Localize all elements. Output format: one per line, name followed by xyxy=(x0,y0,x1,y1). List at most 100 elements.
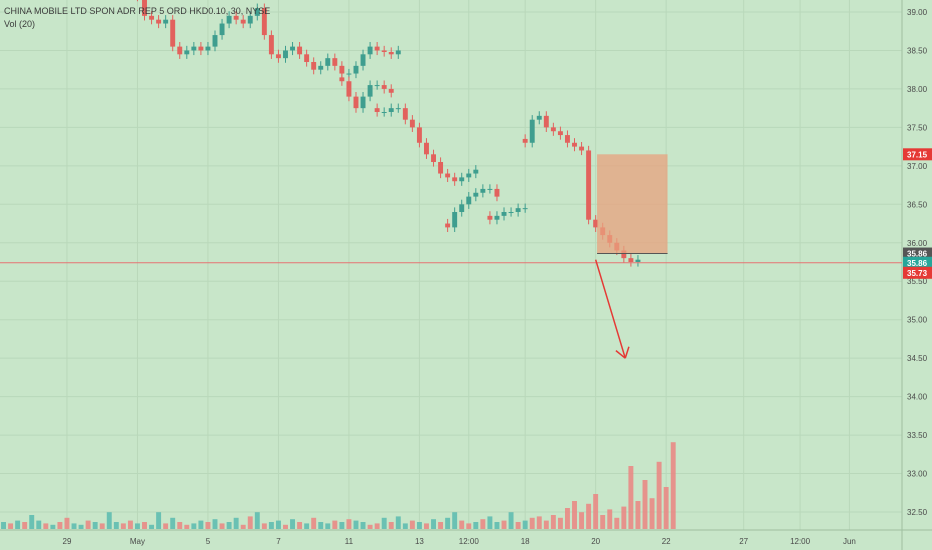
arrow-head xyxy=(615,350,626,359)
candle-body xyxy=(416,127,422,143)
volume-bar xyxy=(163,523,169,529)
x-tick-label: Jun xyxy=(843,537,856,546)
volume-bar xyxy=(36,520,42,529)
volume-bar xyxy=(99,523,105,529)
price-tag-label: 35.86 xyxy=(907,250,928,259)
volume-bar xyxy=(78,524,84,529)
candle-body xyxy=(142,0,147,16)
candle-body xyxy=(346,73,352,75)
volume-bar xyxy=(71,523,77,529)
volume-bar xyxy=(205,522,211,529)
candle-body xyxy=(233,15,239,20)
candle-body xyxy=(466,173,472,178)
candle-body xyxy=(529,119,535,143)
candle-body xyxy=(318,65,324,70)
candle-body xyxy=(177,46,183,55)
candle-body xyxy=(325,58,331,66)
candle-body xyxy=(374,46,380,51)
volume-bar xyxy=(473,522,479,529)
candle-body xyxy=(452,212,458,228)
candle-body xyxy=(452,177,458,182)
volume-bar xyxy=(388,522,394,529)
candle-body xyxy=(367,85,373,97)
candle-body xyxy=(557,131,563,136)
candle-body xyxy=(431,154,436,162)
volume-bar xyxy=(586,503,592,529)
volume-bar xyxy=(134,523,140,529)
x-tick-label: May xyxy=(130,537,145,546)
price-tag-label: 37.15 xyxy=(907,150,928,159)
volume-bar xyxy=(600,515,606,529)
volume-bar xyxy=(628,466,634,529)
arrow-shaft xyxy=(594,259,626,359)
candle-body xyxy=(198,46,204,51)
volume-label: Vol (20) xyxy=(4,19,36,29)
volume-bar xyxy=(572,501,577,529)
volume-bar xyxy=(332,520,338,529)
candle-body xyxy=(156,19,162,24)
y-tick-label: 38.50 xyxy=(907,46,928,55)
volume-bar xyxy=(339,522,345,529)
candle-body xyxy=(628,258,634,262)
volume-bar xyxy=(480,519,486,529)
candle-body xyxy=(240,19,246,24)
volume-bar xyxy=(297,522,303,529)
candle-body xyxy=(635,259,641,262)
volume-bar xyxy=(424,523,429,529)
y-tick-label: 36.00 xyxy=(907,239,928,248)
candle-body xyxy=(212,35,218,47)
x-tick-label: 11 xyxy=(345,537,354,546)
candle-body xyxy=(424,142,429,155)
candle-body xyxy=(459,177,465,182)
volume-bar xyxy=(15,520,21,529)
volume-bar xyxy=(374,523,380,529)
position-box xyxy=(597,154,668,254)
y-tick-label: 35.00 xyxy=(907,316,928,325)
y-tick-label: 38.00 xyxy=(907,85,928,94)
volume-bar xyxy=(557,517,563,529)
volume-bar xyxy=(416,522,422,529)
candle-body xyxy=(247,15,253,24)
candle-body xyxy=(304,54,310,62)
candle-body xyxy=(149,15,155,20)
candle-body xyxy=(473,169,479,174)
price-tag xyxy=(903,148,932,161)
volume-bar xyxy=(438,522,444,529)
candle-body xyxy=(480,188,486,193)
volume-bar xyxy=(142,522,147,529)
volume-bar xyxy=(290,519,296,529)
volume-bar xyxy=(402,523,408,529)
candle-body xyxy=(374,85,380,87)
candle-body xyxy=(515,208,521,212)
candle-body xyxy=(459,204,465,212)
volume-bar xyxy=(1,522,6,529)
candle-body xyxy=(586,150,592,220)
x-tick-label: 22 xyxy=(662,537,671,546)
volume-bar xyxy=(43,523,49,529)
volume-bar xyxy=(64,517,70,529)
candle-body xyxy=(191,46,197,51)
candle-body xyxy=(275,54,281,59)
volume-bar xyxy=(381,517,387,529)
x-tick-label: 12:00 xyxy=(790,537,811,546)
volume-bar xyxy=(346,519,352,529)
volume-bar xyxy=(593,494,599,529)
volume-bar xyxy=(522,520,528,529)
volume-bar xyxy=(318,522,324,529)
volume-bar xyxy=(219,523,225,529)
volume-bar xyxy=(156,512,162,529)
candle-body xyxy=(353,96,359,109)
candle-body xyxy=(353,65,359,74)
candle-body xyxy=(283,50,288,59)
volume-bar xyxy=(304,523,310,529)
candle-body xyxy=(254,8,260,16)
candle-body xyxy=(621,250,627,259)
candle-body xyxy=(445,173,451,178)
volume-bar xyxy=(57,522,63,529)
candle-body xyxy=(268,35,274,55)
volume-bar xyxy=(325,523,331,529)
volume-bar xyxy=(536,516,542,529)
x-tick-label: 20 xyxy=(591,537,600,546)
candle-body xyxy=(579,146,585,151)
